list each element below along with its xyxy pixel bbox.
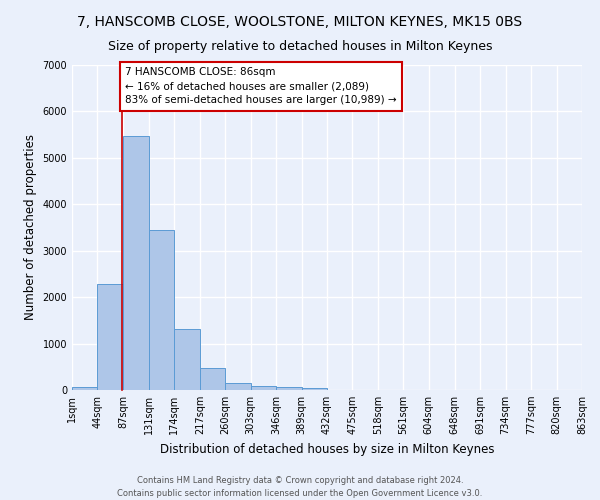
Bar [276,387,302,390]
Bar [302,388,327,390]
Text: Size of property relative to detached houses in Milton Keynes: Size of property relative to detached ho… [108,40,492,53]
Bar [251,386,276,390]
Bar [200,368,225,390]
Text: 7, HANSCOMB CLOSE, WOOLSTONE, MILTON KEYNES, MK15 0BS: 7, HANSCOMB CLOSE, WOOLSTONE, MILTON KEY… [77,15,523,29]
Text: Contains HM Land Registry data © Crown copyright and database right 2024.
Contai: Contains HM Land Registry data © Crown c… [118,476,482,498]
Bar [97,284,123,390]
Bar [225,383,251,390]
Bar [175,329,200,390]
Text: 7 HANSCOMB CLOSE: 86sqm
← 16% of detached houses are smaller (2,089)
83% of semi: 7 HANSCOMB CLOSE: 86sqm ← 16% of detache… [125,68,397,106]
X-axis label: Distribution of detached houses by size in Milton Keynes: Distribution of detached houses by size … [160,442,494,456]
Bar [149,230,175,390]
Bar [123,136,149,390]
Y-axis label: Number of detached properties: Number of detached properties [24,134,37,320]
Bar [72,386,97,390]
